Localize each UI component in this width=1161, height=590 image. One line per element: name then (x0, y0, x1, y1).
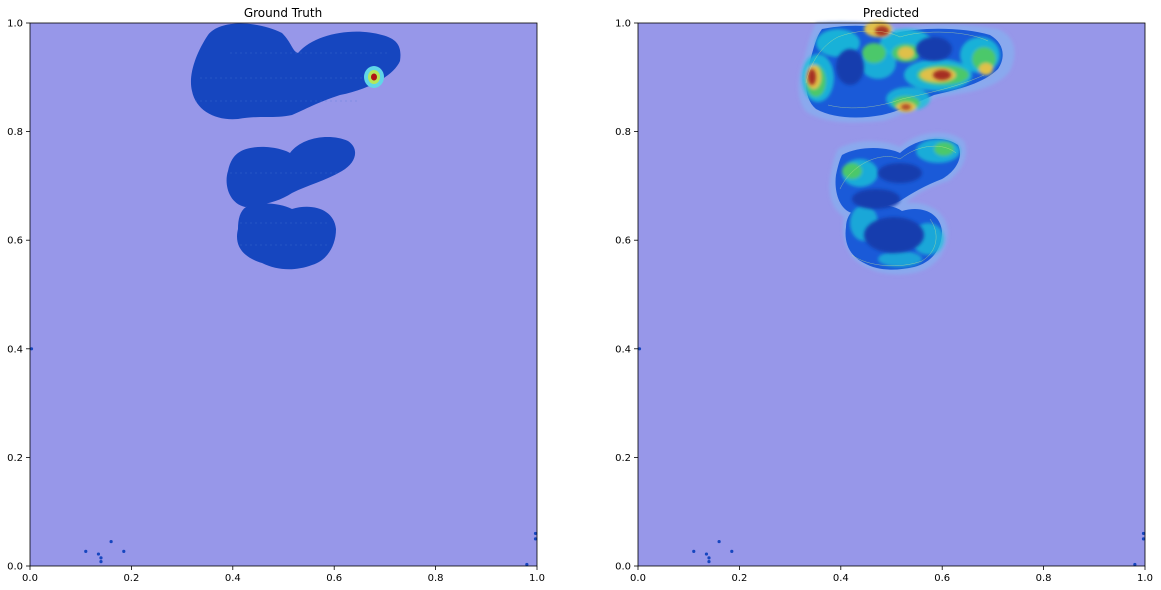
hotspot (808, 69, 816, 85)
x-tick-label: 0.4 (833, 573, 849, 584)
region-blob-top (190, 23, 401, 120)
y-tick-label: 0.4 (7, 344, 23, 355)
scatter-point (637, 347, 642, 351)
axes-frame (637, 22, 1146, 567)
x-tick-label: 0.8 (428, 573, 444, 584)
region-blob-lower (237, 203, 336, 270)
scatter-point (1141, 531, 1146, 536)
scatter-point (122, 549, 126, 553)
x-tick-label: 0.2 (731, 573, 747, 584)
ground-truth-panel: 0.0 0.2 0.4 0.6 0.8 1.0 0.0 0.2 0.4 0.6 0.8 1.0 Gro… (7, 6, 545, 584)
scatter-group (29, 347, 538, 567)
hotspot (933, 70, 951, 80)
panel-title: Ground Truth (244, 6, 322, 20)
hotspot (901, 104, 911, 110)
x-tick-label: 0.6 (326, 573, 342, 584)
y-tick-label: 0.0 (7, 562, 23, 573)
y-tick-label: 0.2 (7, 453, 23, 464)
scatter-point (1141, 537, 1146, 541)
x-tick-label: 0.4 (225, 573, 241, 584)
hotspot-group (364, 66, 384, 88)
scatter-point (29, 347, 34, 351)
scatter-group (637, 347, 1146, 567)
blob-gridlines (195, 52, 390, 246)
scatter-point (109, 539, 113, 544)
scatter-point (525, 562, 529, 567)
scatter-point (717, 539, 721, 544)
x-tick-label: 0.0 (22, 573, 38, 584)
scatter-point (99, 560, 103, 564)
scatter-point (707, 560, 711, 564)
y-tick-label: 0.6 (7, 236, 23, 247)
scatter-point (533, 537, 538, 541)
scatter-point (99, 556, 103, 560)
scatter-point (84, 549, 88, 553)
x-tick-label: 0.8 (1036, 573, 1052, 584)
hotspot-core (371, 73, 377, 81)
x-tick-label: 1.0 (529, 573, 545, 584)
ticks-group: 0.0 0.2 0.4 0.6 0.8 1.0 0.0 0.2 0.4 0.6 0.8 1.0 (7, 19, 545, 585)
x-tick-label: 0.0 (630, 573, 646, 584)
predicted-low-pockets (836, 37, 952, 253)
scatter-point (704, 552, 709, 556)
ground-truth-regions (190, 23, 401, 270)
scatter-point (96, 552, 101, 556)
scatter-point (533, 531, 538, 536)
y-tick-label: 0.8 (615, 127, 631, 138)
scatter-point (1133, 562, 1137, 567)
scatter-point (730, 549, 734, 553)
x-tick-label: 0.6 (934, 573, 950, 584)
predicted-panel: 0.0 0.2 0.4 0.6 0.8 1.0 0.0 0.2 0.4 0.6 0.8 1.0 Pre… (615, 6, 1153, 584)
scatter-point (692, 549, 696, 553)
y-tick-label: 0.0 (615, 562, 631, 573)
x-tick-label: 0.2 (123, 573, 139, 584)
predicted-hotspots (808, 26, 951, 110)
axes-frame (29, 22, 538, 567)
scatter-point (707, 556, 711, 560)
y-tick-label: 0.2 (615, 453, 631, 464)
ticks-group: 0.0 0.2 0.4 0.6 0.8 1.0 0.0 0.2 0.4 0.6 0.8 1.0 (615, 19, 1153, 585)
panel-title: Predicted (863, 6, 919, 20)
y-tick-label: 0.6 (615, 236, 631, 247)
x-tick-label: 1.0 (1137, 573, 1153, 584)
hotspot (875, 26, 889, 36)
y-tick-label: 0.8 (7, 127, 23, 138)
y-tick-label: 1.0 (615, 19, 631, 30)
region-blob-middle (226, 137, 356, 207)
y-tick-label: 1.0 (7, 19, 23, 30)
y-tick-label: 0.4 (615, 344, 631, 355)
